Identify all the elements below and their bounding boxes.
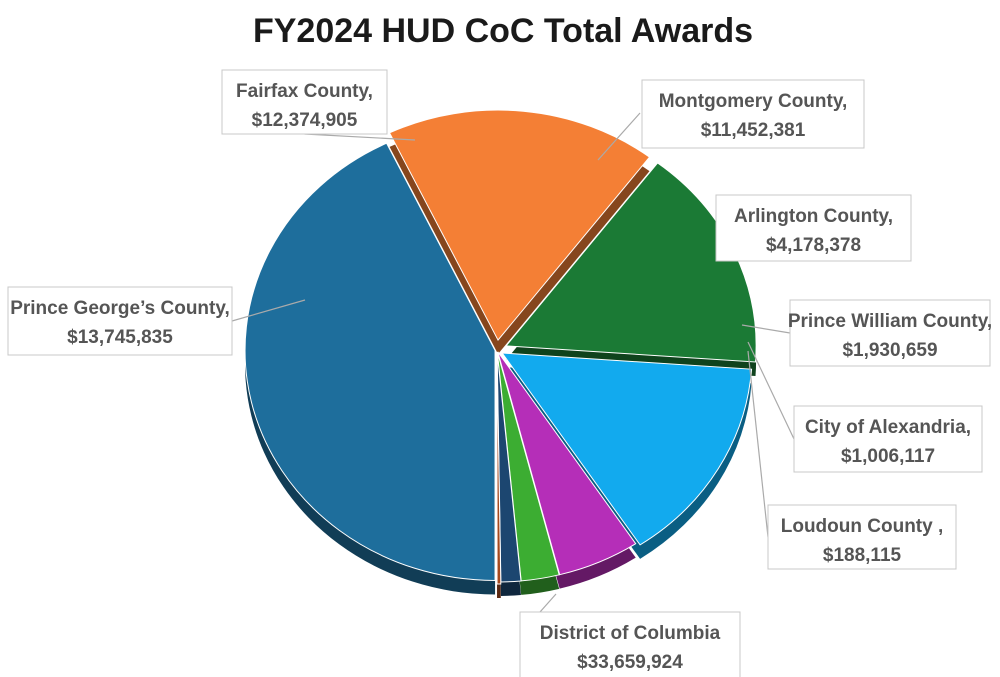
leader-lines <box>231 112 795 613</box>
pie-slice-arlington-county <box>497 351 637 576</box>
leader-line <box>597 112 641 161</box>
slice-value-label: $1,006,117 <box>841 446 935 467</box>
slice-label: City of Alexandria, <box>805 417 971 438</box>
pie-slice-loudoun-county <box>496 353 502 585</box>
pie-slice-district-of-columbia <box>244 142 496 581</box>
slice-label: Loudoun County , <box>781 516 944 537</box>
label-box <box>519 611 741 677</box>
pie-slice-prince-george-s-county <box>388 109 651 341</box>
label-box <box>715 194 912 262</box>
slice-value-label: $13,745,835 <box>67 327 173 348</box>
label-fairfax-county: Fairfax County, $12,374,905 <box>221 69 388 135</box>
slice-label: Montgomery County, <box>659 91 848 112</box>
label-box <box>641 79 865 149</box>
leader-line <box>741 324 791 334</box>
slice-labels: District of Columbia $33,659,924 Prince Ge… <box>7 69 992 677</box>
label-box <box>221 69 388 135</box>
label-box <box>793 405 983 473</box>
label-box <box>7 286 233 356</box>
label-arlington-county: Arlington County, $4,178,378 <box>715 194 912 262</box>
label-district-of-columbia: District of Columbia $33,659,924 <box>519 611 741 677</box>
pie-slice-montgomery-county <box>501 352 753 546</box>
label-city-of-alexandria: City of Alexandria, $1,006,117 <box>793 405 983 473</box>
leader-line <box>231 299 306 322</box>
leader-line <box>747 341 795 440</box>
leader-line <box>747 350 769 538</box>
leader-line <box>539 593 557 613</box>
slice-value-label: $12,374,905 <box>252 110 358 131</box>
leader-line <box>304 133 416 141</box>
slice-value-label: $1,930,659 <box>842 340 937 361</box>
chart-title: FY2024 HUD CoC Total Awards <box>253 12 753 50</box>
slice-value-label: $188,115 <box>823 545 902 566</box>
label-prince-william-county: Prince William County, $1,930,659 <box>788 299 992 367</box>
label-montgomery-county: Montgomery County, $11,452,381 <box>641 79 865 149</box>
slice-value-label: $33,659,924 <box>577 652 683 673</box>
slice-label: District of Columbia <box>540 623 721 644</box>
slice-label: Prince George’s County, <box>10 298 230 319</box>
slice-label: Fairfax County, <box>236 81 373 102</box>
slice-label: Arlington County, <box>734 206 893 227</box>
label-loudoun-county: Loudoun County , $188,115 <box>767 504 957 570</box>
label-prince-george-s-county: Prince George’s County, $13,745,835 <box>7 286 233 356</box>
slice-value-label: $11,452,381 <box>701 120 806 141</box>
pie-slices <box>244 109 757 598</box>
slice-value-label: $4,178,378 <box>766 235 861 256</box>
label-box <box>767 504 957 570</box>
label-box <box>789 299 991 367</box>
slice-label: Prince William County, <box>788 311 992 332</box>
